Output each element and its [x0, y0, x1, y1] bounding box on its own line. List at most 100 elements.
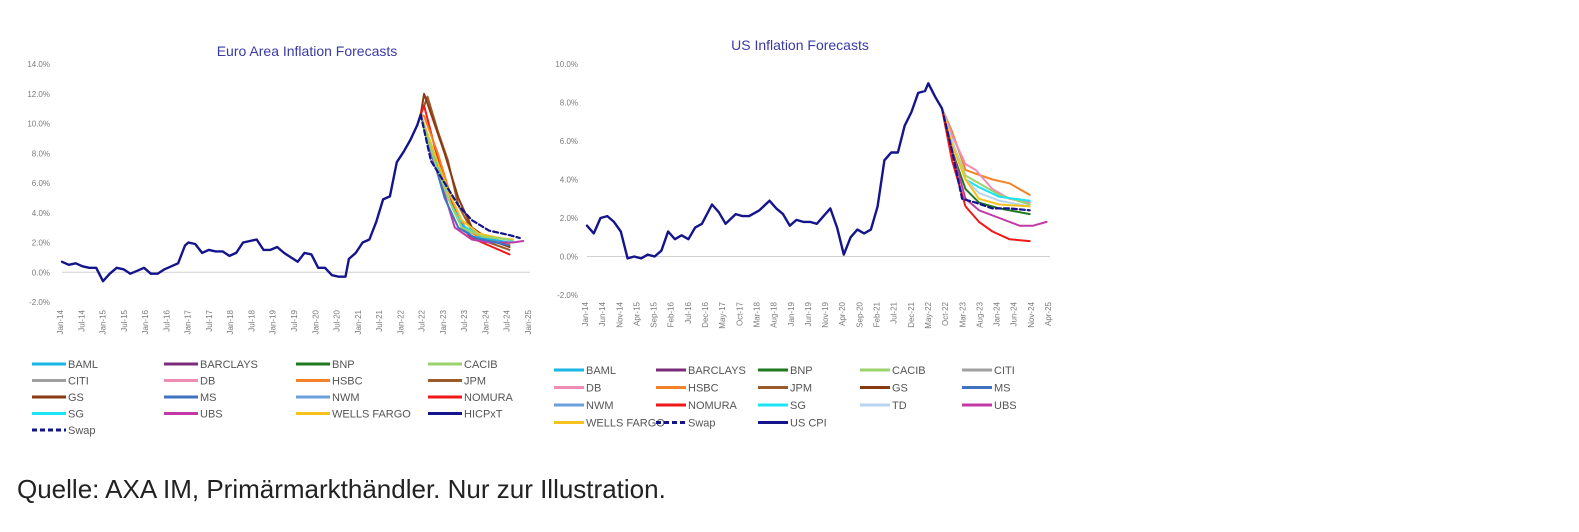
x-tick-label: Feb-16 — [667, 301, 676, 327]
legend-label-baml: BAML — [586, 365, 616, 377]
x-tick-label: Jan-24 — [481, 309, 490, 334]
legend: BAML BARCLAYS BNP CACIB CITI DB HSBC JPM GS MS NWM… — [32, 359, 514, 437]
x-tick-label: Jun-19 — [804, 301, 813, 326]
legend-label-swap: Swap — [68, 425, 96, 437]
chart-title: Euro Area Inflation Forecasts — [217, 43, 398, 59]
legend-label-bnp: BNP — [332, 359, 355, 371]
legend-label-citi: CITI — [68, 376, 89, 388]
y-tick-label: 8.0% — [560, 99, 578, 108]
x-tick-label: Jun-24 — [1010, 301, 1019, 326]
y-tick-label: -2.0% — [29, 298, 50, 307]
x-tick-label: Jul-23 — [460, 309, 469, 331]
x-tick-label: Feb-21 — [873, 301, 882, 327]
x-tick-label: Nov-24 — [1027, 301, 1036, 327]
x-tick-label: Jan-25 — [524, 309, 533, 334]
x-tick-label: Jan-17 — [184, 309, 193, 334]
x-tick-label: May-17 — [718, 301, 727, 328]
x-tick-label: May-22 — [924, 301, 933, 328]
legend-label-nwm: NWM — [332, 392, 360, 404]
legend-label-nwm: NWM — [586, 400, 614, 412]
x-tick-label: Jan-14 — [581, 301, 590, 326]
y-tick-label: 0.0% — [560, 253, 578, 262]
legend-label-wells-fargo: WELLS FARGO — [332, 409, 411, 421]
x-tick-label: Aug-18 — [770, 301, 779, 327]
x-tick-label: Jul-16 — [684, 301, 693, 323]
x-tick-label: Nov-14 — [615, 301, 624, 327]
y-tick-label: 2.0% — [32, 239, 50, 248]
x-tick-label: Jan-24 — [993, 301, 1002, 326]
x-tick-label: Sep-15 — [650, 301, 659, 327]
forecast-line-hsbc — [940, 107, 1031, 196]
x-tick-label: Jan-16 — [141, 309, 150, 334]
chart-area: Euro Area Inflation Forecasts 14.0% 12.0% 1… — [27, 37, 1053, 437]
y-tick-label: 14.0% — [27, 60, 50, 69]
legend-label-gs: GS — [68, 392, 84, 404]
forecast-line-cacib — [419, 113, 511, 241]
x-tick-label: Aug-23 — [975, 301, 984, 327]
x-tick-label: Oct-22 — [941, 301, 950, 326]
x-tick-label: Jul-24 — [503, 309, 512, 331]
x-tick-label: Jul-18 — [247, 309, 256, 331]
legend-label-nomura: NOMURA — [688, 400, 738, 412]
y-tick-label: 8.0% — [32, 149, 50, 158]
x-tick-label: Oct-17 — [735, 301, 744, 326]
x-tick-label: Nov-19 — [821, 301, 830, 327]
y-tick-label: 4.0% — [32, 209, 50, 218]
x-tick-label: Sep-20 — [855, 301, 864, 327]
legend-label-ms: MS — [994, 383, 1011, 395]
legend-label-cacib: CACIB — [892, 365, 926, 377]
x-tick-label: Jan-19 — [269, 309, 278, 334]
forecast-line-swap — [940, 107, 1031, 212]
x-tick-label: Jan-23 — [439, 309, 448, 334]
legend-label-swap: Swap — [688, 418, 716, 430]
y-tick-label: 6.0% — [32, 179, 50, 188]
euro-area-inflation-chart: Euro Area Inflation Forecasts 14.0% 12.0% 1… — [27, 43, 533, 437]
x-tick-label: Jan-19 — [787, 301, 796, 326]
x-tick-label: Jul-19 — [290, 309, 299, 331]
forecast-line-hsbc — [419, 113, 511, 245]
legend-label-jpm: JPM — [464, 376, 486, 388]
x-tick-label: Jan-18 — [226, 309, 235, 334]
legend-label-barclays: BARCLAYS — [688, 365, 746, 377]
legend: BAML BARCLAYS BNP CACIB CITI DB HSBC JPM GS MS NWM… — [554, 365, 1017, 430]
legend-label-wells-fargo: WELLS FARGO — [586, 418, 665, 430]
forecast-line-nomura — [419, 104, 511, 256]
x-tick-label: Apr-25 — [1044, 301, 1053, 326]
x-tick-label: Dec-21 — [907, 301, 916, 327]
legend-label-nomura: NOMURA — [464, 392, 514, 404]
series-lines — [585, 82, 1048, 260]
legend-label-baml: BAML — [68, 359, 98, 371]
x-tick-label: Mar-18 — [752, 301, 761, 327]
x-tick-label: Dec-16 — [701, 301, 710, 327]
x-tick-label: Jul-21 — [890, 301, 899, 323]
forecast-line-wells-fargo — [940, 107, 1031, 208]
series-lines — [60, 92, 525, 283]
forecast-line-nomura — [940, 107, 1031, 243]
y-tick-label: 2.0% — [560, 214, 578, 223]
legend-label-hicpxt: HICPxT — [464, 409, 503, 421]
legend-label-us-cpi: US CPI — [790, 418, 827, 430]
actual-line-hicpxt — [60, 113, 422, 283]
source-caption: Quelle: AXA IM, Primärmarkthändler. Nur … — [17, 474, 666, 504]
y-tick-label: 0.0% — [32, 268, 50, 277]
forecast-line-ubs — [940, 107, 1048, 227]
legend-label-bnp: BNP — [790, 365, 813, 377]
forecast-line-ubs — [419, 113, 525, 244]
x-tick-label: Jun-14 — [598, 301, 607, 326]
y-tick-label: 6.0% — [560, 137, 578, 146]
x-tick-label: Jan-22 — [396, 309, 405, 334]
y-tick-label: 10.0% — [555, 60, 578, 69]
x-tick-label: Jul-20 — [333, 309, 342, 331]
legend-label-ubs: UBS — [200, 409, 223, 421]
x-tick-label: Jan-21 — [354, 309, 363, 334]
legend-label-hsbc: HSBC — [688, 383, 719, 395]
chart-title: US Inflation Forecasts — [731, 37, 869, 53]
y-tick-label: 10.0% — [27, 120, 50, 129]
x-tick-label: Jul-14 — [77, 309, 86, 331]
legend-label-barclays: BARCLAYS — [200, 359, 258, 371]
legend-label-td: TD — [892, 400, 907, 412]
legend-label-sg: SG — [68, 409, 84, 421]
x-tick-label: Jan-14 — [56, 309, 65, 334]
x-tick-label: Apr-15 — [632, 301, 641, 326]
legend-label-jpm: JPM — [790, 383, 812, 395]
